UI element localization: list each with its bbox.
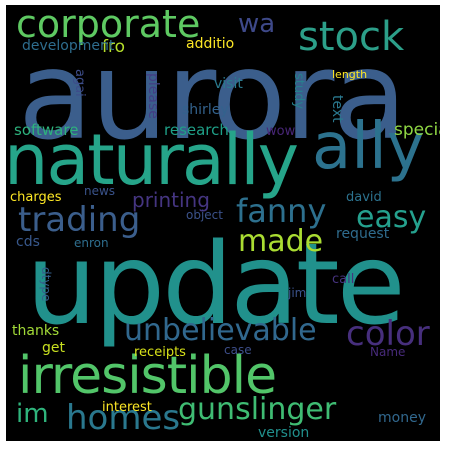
word-special: text [329, 95, 345, 123]
word-corporate: corporate [16, 5, 201, 46]
word-enron: enron [74, 236, 109, 250]
word-printing: printing [132, 188, 210, 212]
word-shirley: please [145, 73, 161, 119]
word-text: wow [266, 124, 296, 139]
word-study: shirley [182, 102, 229, 118]
word-visit: development [22, 38, 115, 54]
word-color: color [346, 314, 430, 354]
word-naturally: naturally [6, 119, 299, 201]
word-receipts: receipts [134, 345, 186, 360]
word-gunslinger: gunslinger [178, 392, 337, 427]
word-interest: interest [102, 400, 152, 415]
word-cds: cds [16, 234, 40, 250]
word-fro: special [394, 120, 440, 140]
word-object: object [186, 208, 223, 222]
word-cloud: aurora update naturally irresistible cor… [6, 5, 440, 441]
word-im: im [16, 399, 49, 429]
word-easy: easy [356, 200, 427, 235]
word-david: david [346, 190, 382, 205]
word-unbelievable: unbelievable [124, 313, 317, 348]
word-update: update [26, 220, 406, 350]
word-thanks: thanks [12, 323, 60, 339]
word-ally: ally [312, 110, 425, 184]
word-agai: visit [214, 76, 243, 92]
word-jim: jim [288, 286, 307, 300]
word-charges: charges [10, 190, 62, 205]
word-homes: homes [66, 398, 181, 438]
word-get: get [42, 340, 65, 356]
word-length: study [291, 73, 306, 110]
word-money: money [378, 410, 426, 426]
word-development: additio [186, 36, 235, 52]
word-name: Name [370, 345, 406, 359]
word-stock: stock [298, 14, 405, 60]
word-trading: trading [18, 200, 141, 240]
word-version: version [258, 425, 310, 441]
word-software: software [14, 121, 79, 139]
word-wow: length [332, 68, 368, 81]
word-call: call [332, 272, 355, 287]
word-news: news [84, 184, 116, 198]
word-request: request [336, 226, 390, 242]
word-research: research [164, 121, 229, 139]
word-case: case [224, 343, 252, 357]
word-additio: fro [102, 37, 126, 57]
word-wa: wa [238, 9, 276, 39]
word-aurora: aurora [18, 25, 407, 167]
word-irresistible: irresistible [18, 346, 277, 406]
word-dtype: dtype [39, 267, 53, 302]
word-made: made [238, 224, 324, 259]
word-please: agai [72, 69, 87, 97]
word-fanny: fanny [236, 192, 327, 230]
